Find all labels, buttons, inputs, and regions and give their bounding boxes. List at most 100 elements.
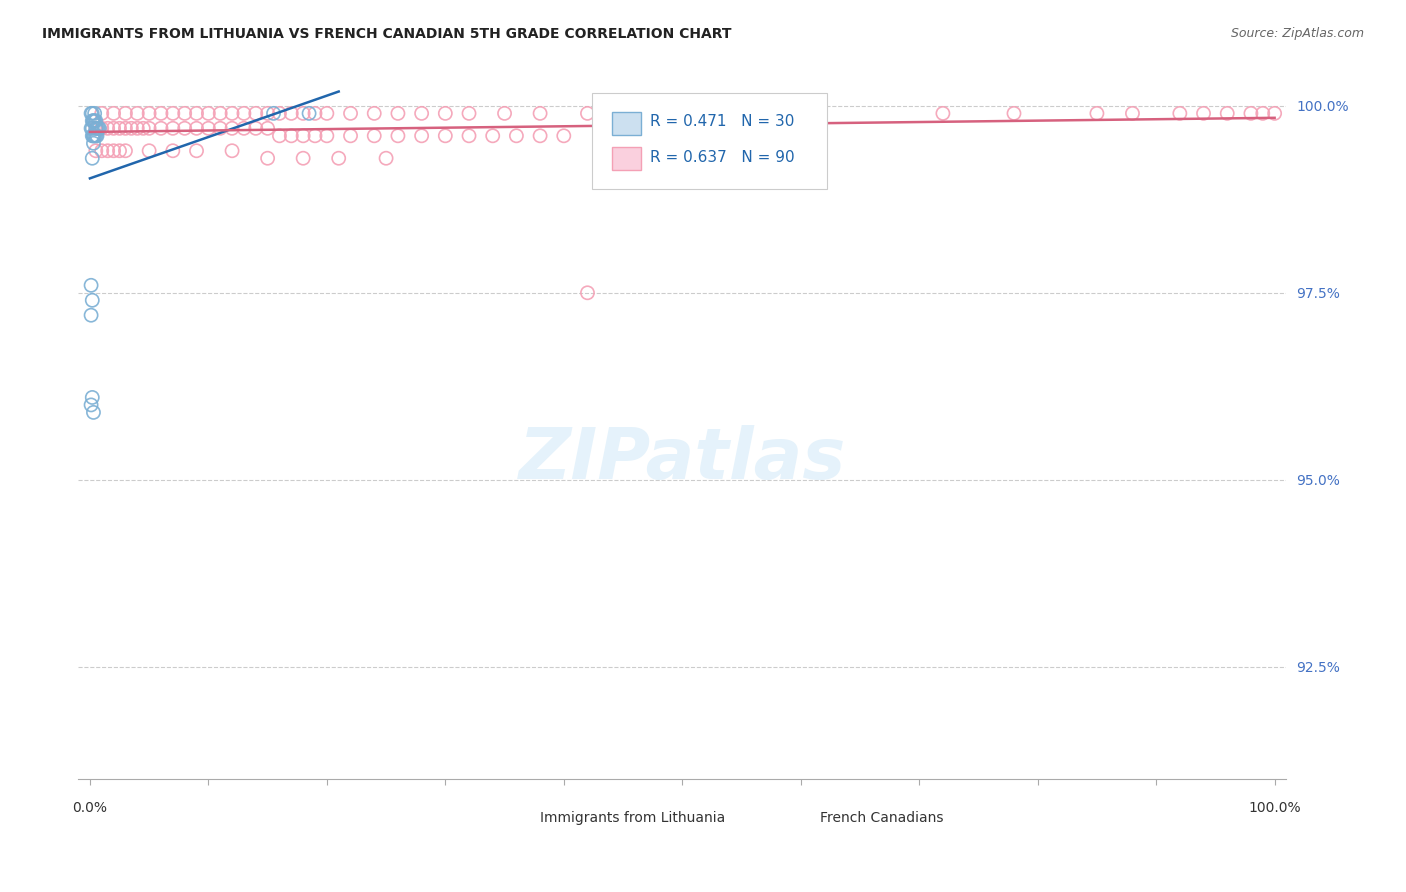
Point [173, 106, 195, 120]
Point [1085, 106, 1108, 120]
Text: R = 0.637   N = 90: R = 0.637 N = 90 [650, 150, 794, 165]
Point [127, 121, 149, 136]
Point [458, 128, 481, 143]
Point [83, 128, 105, 143]
Point [114, 106, 136, 120]
Point [138, 144, 160, 158]
Point [82, 113, 104, 128]
Point [90, 121, 112, 136]
Point [82, 106, 104, 120]
Point [1121, 106, 1143, 120]
Point [97, 144, 120, 158]
Text: R = 0.471   N = 30: R = 0.471 N = 30 [650, 114, 794, 129]
Point [363, 106, 385, 120]
Point [150, 106, 173, 120]
Point [292, 106, 315, 120]
Point [315, 106, 337, 120]
Point [209, 106, 232, 120]
Point [1192, 106, 1215, 120]
Point [494, 106, 516, 120]
Point [89, 121, 111, 136]
Point [221, 144, 243, 158]
Point [1216, 106, 1239, 120]
Point [82, 128, 104, 143]
Point [458, 106, 481, 120]
Point [481, 128, 503, 143]
Point [280, 128, 302, 143]
Text: 100.0%: 100.0% [1249, 801, 1301, 815]
Point [529, 106, 551, 120]
Point [108, 144, 131, 158]
Point [434, 128, 457, 143]
Point [375, 151, 398, 165]
Point [84, 144, 107, 158]
Point [162, 121, 184, 136]
Point [529, 128, 551, 143]
Point [304, 128, 326, 143]
Point [280, 106, 302, 120]
Point [84, 121, 107, 136]
Point [269, 128, 291, 143]
Point [387, 128, 409, 143]
Point [304, 106, 326, 120]
Point [328, 151, 350, 165]
Point [138, 106, 160, 120]
Point [83, 113, 105, 128]
Point [339, 128, 361, 143]
Point [186, 106, 208, 120]
Point [84, 113, 107, 128]
Point [292, 128, 315, 143]
Point [269, 106, 291, 120]
Point [82, 113, 104, 128]
Point [86, 121, 108, 136]
Point [232, 106, 254, 120]
Point [256, 121, 278, 136]
Point [80, 398, 103, 412]
Text: Source: ZipAtlas.com: Source: ZipAtlas.com [1230, 27, 1364, 40]
Point [232, 121, 254, 136]
Point [197, 121, 219, 136]
Point [108, 121, 131, 136]
Point [103, 106, 125, 120]
Point [138, 121, 160, 136]
Text: ZIPatlas: ZIPatlas [519, 425, 846, 493]
Point [411, 128, 433, 143]
Point [221, 106, 243, 120]
Point [162, 106, 184, 120]
Point [103, 121, 125, 136]
Point [82, 121, 104, 136]
Point [553, 128, 575, 143]
Bar [508, 810, 531, 830]
Point [87, 121, 110, 136]
Point [209, 121, 232, 136]
Point [624, 106, 647, 120]
Point [86, 128, 108, 143]
Point [1002, 106, 1025, 120]
Point [120, 121, 142, 136]
Point [256, 151, 278, 165]
Point [263, 106, 285, 120]
Point [245, 106, 267, 120]
Point [82, 391, 104, 405]
Point [90, 106, 112, 120]
Point [84, 121, 107, 136]
Text: IMMIGRANTS FROM LITHUANIA VS FRENCH CANADIAN 5TH GRADE CORRELATION CHART: IMMIGRANTS FROM LITHUANIA VS FRENCH CANA… [42, 27, 731, 41]
Point [1251, 106, 1274, 120]
Point [83, 106, 105, 120]
Point [1168, 106, 1191, 120]
Point [292, 151, 315, 165]
FancyBboxPatch shape [592, 94, 827, 189]
Point [387, 106, 409, 120]
Point [411, 106, 433, 120]
Point [173, 121, 195, 136]
Point [339, 106, 361, 120]
Point [132, 121, 155, 136]
Point [245, 121, 267, 136]
Point [82, 128, 104, 143]
Point [82, 113, 104, 128]
Point [186, 121, 208, 136]
Point [82, 128, 104, 143]
Point [97, 121, 120, 136]
Point [80, 121, 103, 136]
Point [150, 121, 173, 136]
